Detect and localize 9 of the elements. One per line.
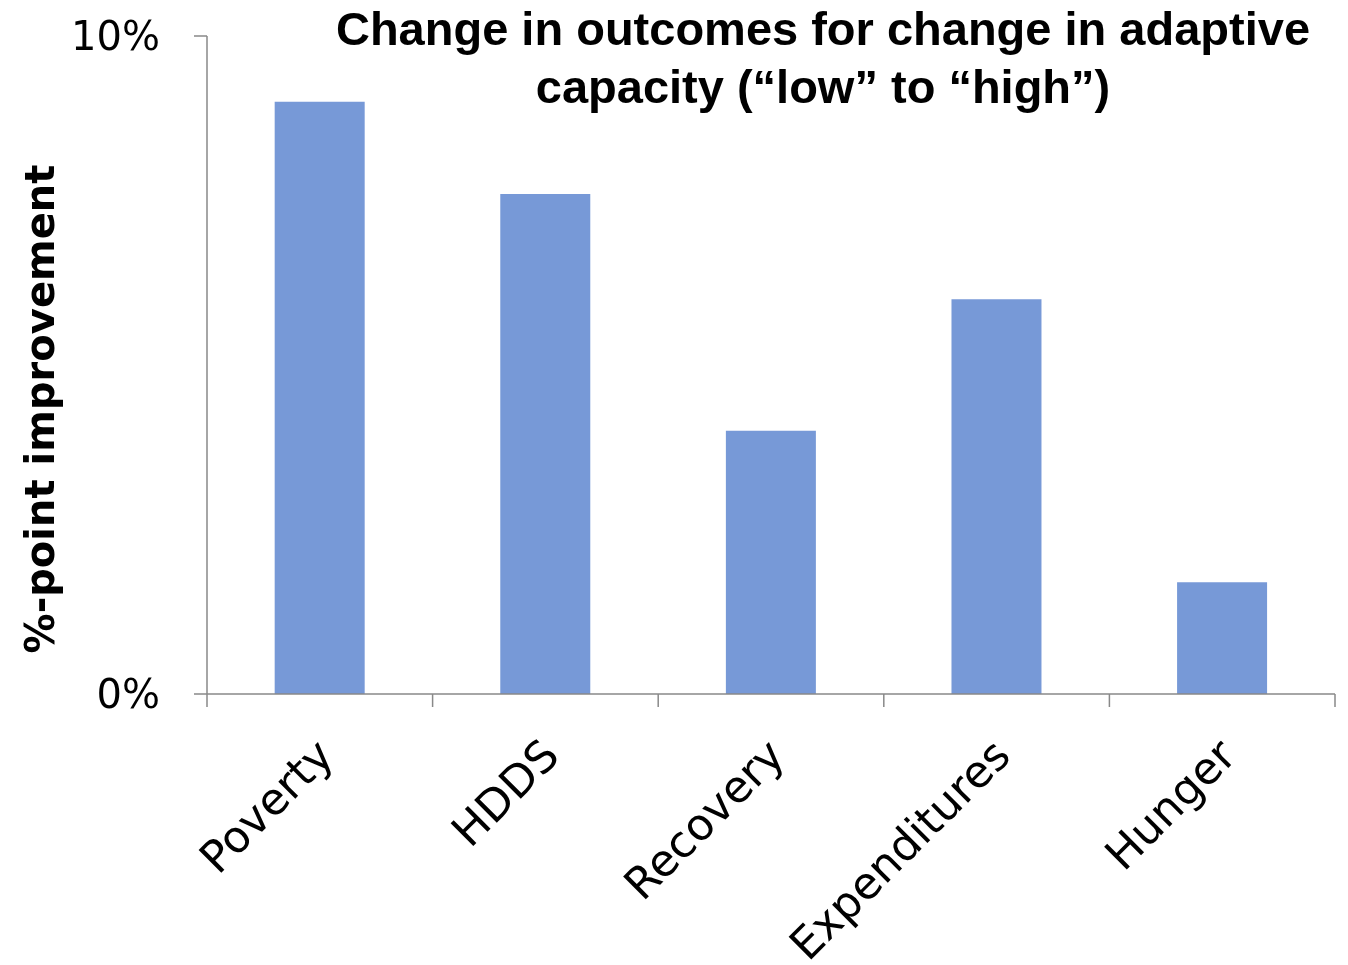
y-axis-title: %-point improvement — [17, 164, 63, 654]
y-tick-label: 0% — [96, 671, 160, 718]
bar — [1177, 582, 1268, 694]
bar — [951, 299, 1042, 694]
bar — [274, 101, 365, 694]
bar — [725, 430, 816, 694]
chart-title: Change in outcomes for change in adaptive capacity (“low” to “high”) — [334, 1, 1312, 115]
bar — [500, 193, 591, 694]
y-tick-label: 10% — [71, 13, 160, 60]
